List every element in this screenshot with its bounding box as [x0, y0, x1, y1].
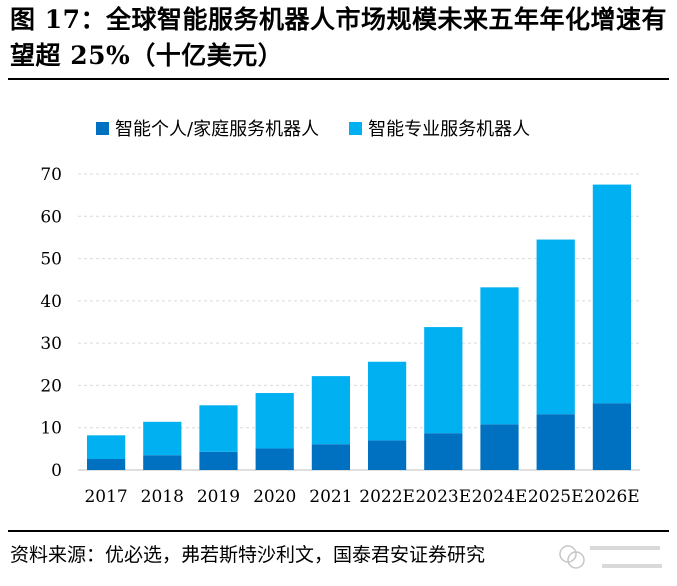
x-tick-label-2021: 2021 — [309, 487, 352, 507]
bar-2017-series-1 — [86, 435, 126, 460]
y-tick-label-20: 20 — [40, 376, 62, 396]
watermark-logo — [559, 545, 662, 569]
top-rule — [8, 78, 669, 80]
source-note: 资料来源：优必选，弗若斯特沙利文，国泰君安证券研究 — [10, 544, 486, 566]
legend-item-professional: 智能专业服务机器人 — [349, 115, 530, 141]
bottom-rule — [8, 530, 669, 532]
x-tick-label-2019: 2019 — [197, 487, 240, 507]
legend-swatch-personal-home — [96, 121, 109, 135]
legend-swatch-professional — [349, 121, 363, 135]
legend-label-personal-home: 智能个人/家庭服务机器人 — [115, 119, 320, 140]
chart-legend: 智能个人/家庭服务机器人 智能专业服务机器人 — [96, 116, 530, 140]
x-tick-label-2018: 2018 — [141, 487, 184, 507]
x-tick-label-2025E: 2025E — [528, 487, 584, 507]
bar-2024E-series-0 — [480, 424, 519, 470]
bar-2026E-series-1 — [592, 184, 632, 404]
x-tick-label-2020: 2020 — [253, 487, 296, 507]
bar-2023E-series-1 — [424, 327, 463, 434]
y-tick-label-50: 50 — [40, 250, 62, 270]
bar-2020-series-0 — [255, 448, 294, 470]
y-tick-label-70: 70 — [40, 165, 62, 185]
bar-2026E-series-0 — [592, 403, 632, 470]
bar-2021-series-0 — [311, 444, 351, 470]
x-tick-label-2022E: 2022E — [359, 487, 415, 507]
bar-2025E-series-1 — [536, 239, 575, 415]
bar-2025E-series-0 — [536, 414, 575, 470]
x-tick-label-2024E: 2024E — [472, 487, 528, 507]
y-tick-label-30: 30 — [40, 334, 62, 354]
x-tick-label-2026E: 2026E — [584, 487, 640, 507]
y-tick-label-10: 10 — [40, 419, 62, 439]
bar-2020-series-1 — [255, 393, 294, 449]
x-tick-label-2017: 2017 — [84, 487, 127, 507]
bar-2018-series-1 — [143, 421, 182, 456]
bar-2022E-series-1 — [367, 361, 407, 441]
bar-2022E-series-0 — [367, 440, 407, 470]
bar-2019-series-1 — [199, 405, 238, 452]
bar-2024E-series-1 — [480, 287, 519, 425]
stacked-bar-chart: 0 10 20 30 40 50 60 70 2017 2018 2019 2020 2021 2022E… — [40, 165, 640, 507]
bar-2021-series-1 — [311, 376, 351, 445]
y-tick-label-60: 60 — [40, 207, 62, 227]
y-tick-label-0: 0 — [51, 461, 62, 481]
bar-2018-series-0 — [143, 455, 182, 470]
bar-2019-series-0 — [199, 451, 238, 470]
bar-2023E-series-0 — [424, 433, 463, 470]
bar-2017-series-0 — [86, 459, 126, 470]
x-tick-label-2023E: 2023E — [415, 487, 471, 507]
legend-label-professional: 智能专业服务机器人 — [368, 119, 531, 140]
legend-item-personal-home: 智能个人/家庭服务机器人 — [96, 115, 319, 141]
figure-title: 图 17：全球智能服务机器人市场规模未来五年年化增速有望超 25%（十亿美元） — [10, 5, 667, 70]
y-tick-label-40: 40 — [40, 292, 62, 312]
